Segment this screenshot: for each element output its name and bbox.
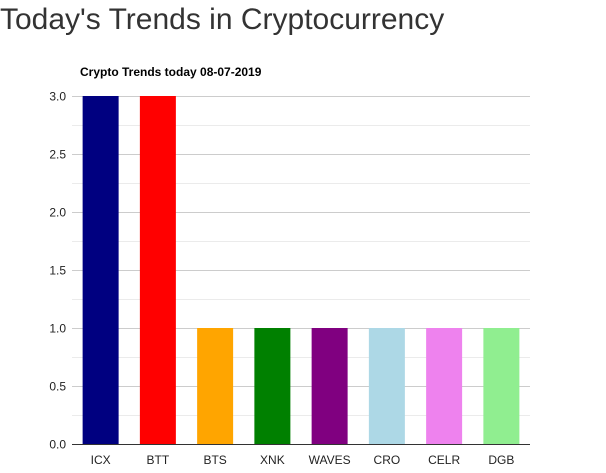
bar-dgb [483,328,520,444]
bar-xnk [254,328,291,444]
bar-celr [426,328,463,444]
y-axis-ticks: 0.0 0.5 1.0 1.5 2.0 2.5 3.0 [49,90,66,452]
x-axis-categories: ICX BTT BTS XNK WAVES CRO CELR DGB [91,453,515,467]
x-category-label: ICX [91,453,111,467]
y-tick-label: 2.5 [49,148,66,162]
x-category-label: BTT [147,453,170,467]
chart-title: Crypto Trends today 08-07-2019 [80,65,262,79]
bars [82,96,520,444]
x-category-label: XNK [260,453,285,467]
y-tick-label: 2.0 [49,206,66,220]
y-tick-label: 3.0 [49,90,66,104]
y-tick-label: 1.0 [49,322,66,336]
page-title: Today's Trends in Cryptocurrency [0,3,445,36]
y-tick-label: 0.5 [49,380,66,394]
y-tick-label: 1.5 [49,264,66,278]
bar-btt [139,96,176,444]
x-category-label: DGB [488,453,514,467]
bar-icx [82,96,119,444]
bar-waves [311,328,348,444]
x-category-label: CELR [428,453,460,467]
bar-cro [368,328,405,444]
x-category-label: CRO [374,453,401,467]
x-category-label: WAVES [309,453,351,467]
bar-bts [197,328,234,444]
y-tick-label: 0.0 [49,438,66,452]
x-category-label: BTS [203,453,226,467]
